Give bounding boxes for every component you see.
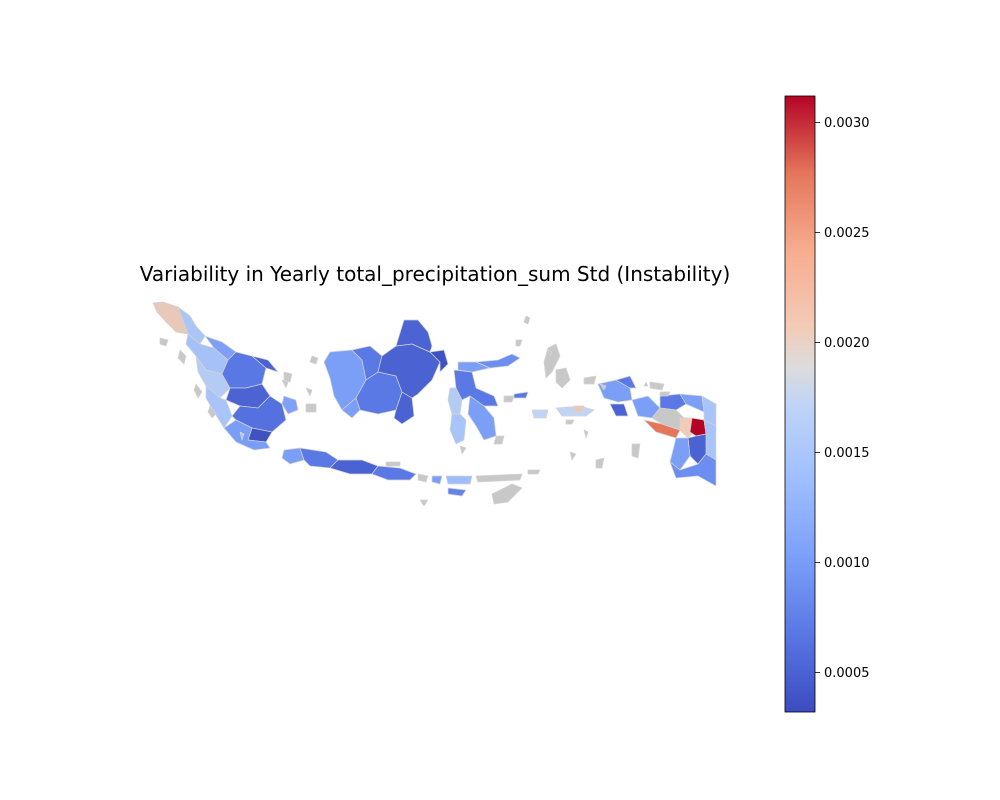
region-islet-9 xyxy=(599,383,607,391)
small-islands xyxy=(239,315,649,507)
colorbar-tick-label: 0.0010 xyxy=(824,556,870,571)
sumatra-regions xyxy=(152,301,317,451)
region-islet-8 xyxy=(281,379,289,389)
region-south-sumatra xyxy=(231,395,287,433)
region-riau-b xyxy=(251,355,279,373)
region-islet-12 xyxy=(419,499,429,507)
colorbar-tick-label: 0.0030 xyxy=(824,116,870,131)
region-west-sumatra xyxy=(195,355,231,399)
region-southeast-sulawesi xyxy=(467,395,497,441)
java-regions xyxy=(281,447,429,483)
colorbar-tick-label: 0.0015 xyxy=(824,446,870,461)
region-papua-south-b xyxy=(669,437,691,471)
colorbar-ticks: 0.0005 0.0010 0.0015 0.0020 0.0025 0.0030 xyxy=(815,116,870,681)
region-west-papua-c xyxy=(609,403,629,417)
region-bengkulu xyxy=(205,385,233,429)
region-timor xyxy=(491,483,523,505)
region-islet-11 xyxy=(569,451,577,461)
indonesia-map xyxy=(152,301,717,507)
region-banggai xyxy=(503,395,515,403)
region-papua-highlands xyxy=(689,417,707,437)
region-east-kalimantan-coast xyxy=(429,349,449,373)
region-sumba xyxy=(447,487,467,497)
region-west-java xyxy=(299,447,339,469)
map-title: Variability in Yearly total_precipitatio… xyxy=(140,262,731,286)
region-lampung xyxy=(223,419,271,451)
region-kei xyxy=(631,443,641,459)
region-papua-north xyxy=(659,393,687,411)
region-islet-6 xyxy=(239,431,245,441)
region-flores xyxy=(475,473,523,483)
region-riau-islands xyxy=(283,371,293,383)
sulawesi-regions xyxy=(447,353,521,445)
region-buru xyxy=(531,409,549,419)
region-nias xyxy=(177,349,187,365)
region-central-kalimantan-b xyxy=(341,397,361,419)
region-raja-ampat xyxy=(583,375,597,385)
region-mentawai-b xyxy=(207,405,217,419)
region-sumbawa xyxy=(445,475,473,485)
region-bangka xyxy=(281,395,299,415)
region-seram-b xyxy=(573,405,585,413)
region-yapen xyxy=(659,391,671,397)
region-west-papua-b xyxy=(615,375,637,389)
papua-regions xyxy=(583,375,717,487)
region-central-java xyxy=(329,459,379,475)
region-islet-10 xyxy=(643,381,649,387)
region-simeulue xyxy=(159,337,169,347)
maluku-regions xyxy=(513,343,641,469)
region-banten xyxy=(281,447,305,465)
region-islet-2 xyxy=(515,339,523,347)
region-mentawai xyxy=(193,383,203,399)
region-papua-central xyxy=(643,419,681,439)
region-ambon xyxy=(565,419,575,425)
region-merauke xyxy=(669,453,717,487)
region-islet-1 xyxy=(523,315,531,325)
colorbar-gradient xyxy=(784,95,816,713)
region-south-sulawesi xyxy=(449,413,467,445)
region-east-java xyxy=(371,465,417,481)
region-islet-3 xyxy=(547,349,553,357)
region-north-maluku xyxy=(543,343,561,379)
region-buton xyxy=(493,435,505,445)
kalimantan-regions xyxy=(309,319,449,425)
region-biak xyxy=(649,381,665,391)
region-anambas xyxy=(309,355,319,365)
region-alor xyxy=(527,469,541,475)
region-lombok xyxy=(431,475,443,485)
region-sula xyxy=(513,391,529,399)
region-islet-7 xyxy=(305,387,313,397)
region-north-kalimantan xyxy=(395,319,433,353)
colorbar-tick-label: 0.0025 xyxy=(824,226,870,241)
colorbar-tick-label: 0.0020 xyxy=(824,336,870,351)
colorbar-tick-label: 0.0005 xyxy=(824,666,870,681)
region-islet-5 xyxy=(583,429,589,439)
region-gorontalo xyxy=(457,361,491,373)
region-bali xyxy=(417,473,429,483)
region-madura xyxy=(385,461,401,467)
region-tanimbar xyxy=(595,457,605,469)
nusa-tenggara-regions xyxy=(431,469,541,505)
colorbar: 0.0005 0.0010 0.0015 0.0020 0.0025 0.0030 xyxy=(784,95,870,713)
region-islet-4 xyxy=(459,445,467,455)
region-belitung xyxy=(305,403,317,413)
region-halmahera xyxy=(555,367,571,389)
